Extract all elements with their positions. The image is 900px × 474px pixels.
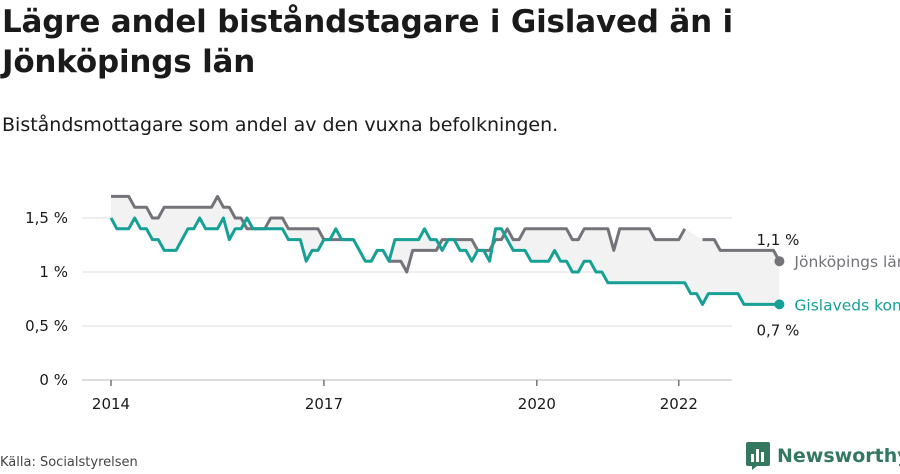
- difference-area: [111, 196, 780, 305]
- end-value-label-gislaveds-kommun: 0,7 %: [757, 321, 800, 339]
- y-tick-label: 0,5 %: [25, 317, 68, 335]
- area-layer: [111, 196, 780, 305]
- source-note: Källa: Socialstyrelsen: [0, 455, 138, 470]
- label-layer: 0 % 0,5 % 1 % 1,5 % 2014 2017 2020 2022 Jönköpin…: [25, 209, 900, 413]
- brand-name: Newsworthy: [777, 445, 900, 467]
- end-value-label-jonkopings-lan: 1,1 %: [757, 231, 800, 249]
- x-tick-label: 2014: [92, 395, 130, 413]
- y-tick-label: 0 %: [39, 371, 68, 389]
- end-point-gislaveds-kommun: [774, 299, 785, 310]
- series-line-gislaveds-kommun: [109, 216, 780, 306]
- line-layer: [109, 194, 785, 310]
- x-tick-label: 2020: [518, 395, 556, 413]
- y-tick-label: 1,5 %: [25, 209, 68, 227]
- chart-subtitle: Biståndsmottagare som andel av den vuxna…: [2, 114, 559, 136]
- y-tick-label: 1 %: [39, 263, 68, 281]
- newsworthy-logo[interactable]: Newsworthy: [745, 441, 900, 471]
- x-tick-label: 2022: [660, 395, 698, 413]
- bar-chart-logo-icon: [746, 442, 770, 470]
- series-label-gislaveds-kommun: Gislaveds kommun: [794, 296, 900, 314]
- chart-title: Lägre andel biståndstagare i Gislaved än…: [2, 4, 733, 80]
- x-tick-label: 2017: [305, 395, 343, 413]
- end-point-jonkopings-lan: [774, 256, 785, 267]
- series-label-jonkopings-lan: Jönköpings län: [793, 253, 900, 271]
